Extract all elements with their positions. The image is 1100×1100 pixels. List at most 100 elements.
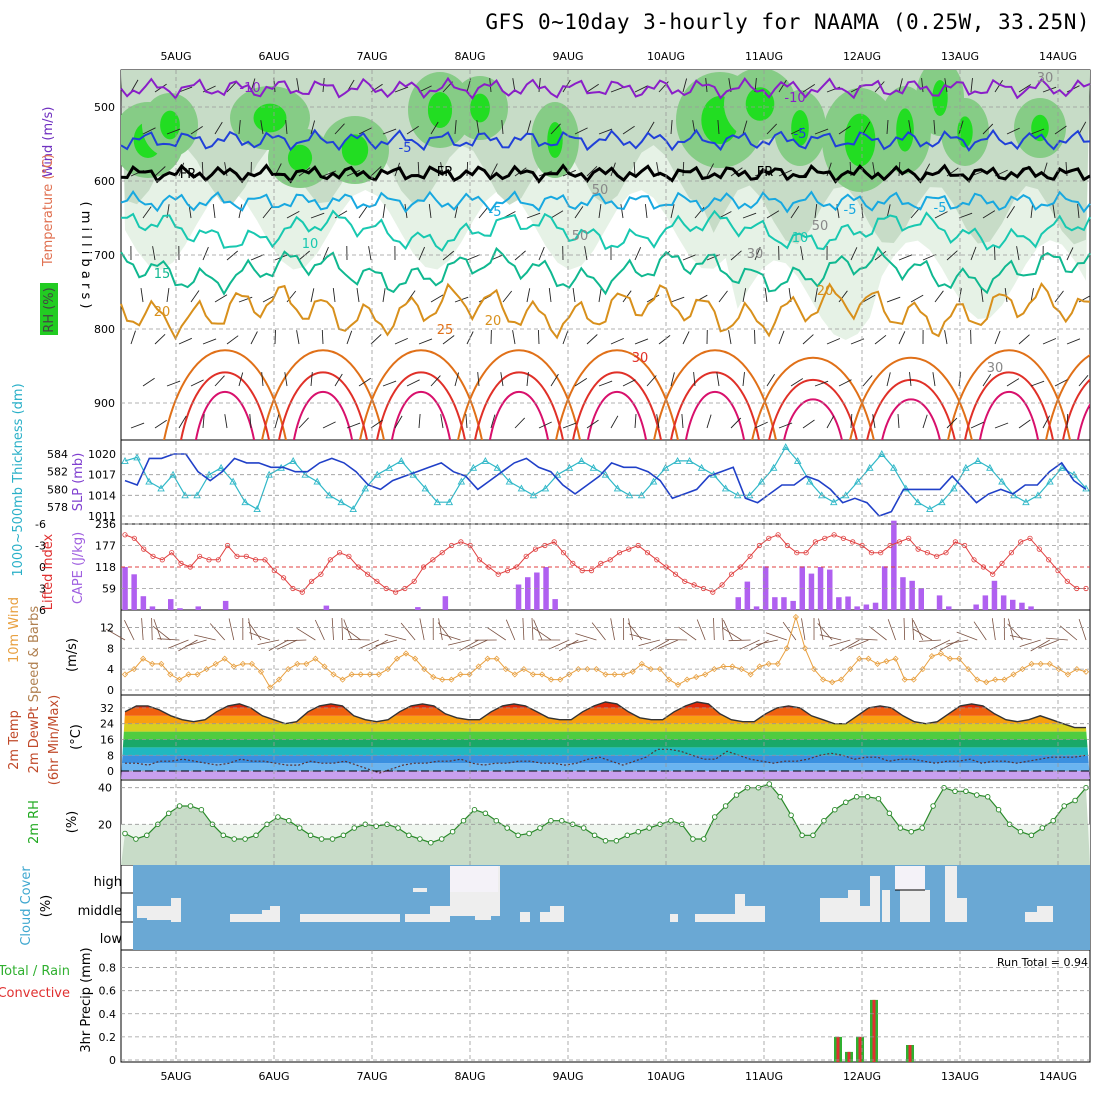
wind-barb-10m: [818, 618, 824, 641]
wind-barb: [214, 375, 225, 387]
rh-high-blob: [253, 103, 287, 133]
slp-point: [1046, 477, 1054, 485]
wind-barb: [224, 162, 228, 177]
rh-axis-label: RH (%): [42, 287, 57, 332]
cape-bar: [982, 595, 989, 610]
rh-legend-swatch: [40, 283, 58, 335]
lifted-index-point: [971, 557, 977, 563]
wind-barb: [994, 245, 996, 261]
wind-barb: [908, 120, 912, 135]
temp-band: [121, 707, 1090, 716]
wind-barb: [620, 204, 624, 219]
lifted-index-tick: -6: [35, 518, 46, 531]
rh-tick: 20: [98, 818, 112, 831]
rh-point: [373, 823, 379, 829]
wind-barb: [261, 372, 264, 387]
slp-point: [914, 498, 922, 506]
wind-barb-10m: [368, 639, 389, 652]
slp-point: [805, 477, 814, 485]
slp-point: [769, 463, 778, 471]
isotherm-diurnal-arch: [261, 349, 385, 440]
wind-speed-point: [774, 660, 781, 667]
wind-speed-point: [493, 655, 500, 662]
precip-tick: 0.4: [99, 1008, 117, 1021]
cape-bar: [177, 608, 183, 610]
lifted-index-point: [532, 546, 539, 552]
wind-barb: [872, 414, 876, 429]
date-label-top: 8AUG: [454, 50, 485, 63]
wind-barb: [178, 162, 185, 177]
lifted-index-point: [868, 550, 875, 556]
lifted-index-point: [840, 535, 847, 541]
wind-barb: [1030, 380, 1045, 387]
wind-barb: [754, 329, 756, 345]
wind-barb: [778, 330, 785, 345]
wind-barb: [778, 169, 792, 177]
cape-bar: [1028, 606, 1034, 610]
rh-point: [482, 810, 489, 817]
wind-barb: [586, 165, 598, 177]
lifted-index-point: [598, 560, 604, 567]
wind-speed-point: [874, 660, 881, 667]
cape-bar: [863, 604, 870, 610]
wind-barb: [250, 331, 258, 345]
wind-barb: [598, 380, 613, 387]
rh-point: [864, 794, 871, 800]
wind-barb: [682, 254, 697, 261]
rh-high-blob: [427, 92, 453, 128]
wind-barb: [670, 204, 675, 219]
rh-point: [952, 788, 958, 795]
wind-barb: [1054, 290, 1064, 303]
wind-barb: [430, 121, 439, 135]
cloud-block: [262, 910, 270, 922]
wind-barb: [838, 379, 852, 387]
wind-barb: [610, 337, 624, 345]
wind-speed-point: [285, 666, 292, 673]
wind-barb: [850, 413, 853, 429]
rh-point: [198, 806, 205, 813]
cape-bar: [515, 584, 522, 610]
wind-barb: [717, 119, 720, 135]
wind-barb: [430, 375, 441, 387]
wind-barb: [1052, 204, 1056, 219]
rh-point: [253, 832, 259, 839]
slp-point: [697, 463, 706, 471]
wind-barb: [274, 329, 276, 345]
slp-point: [361, 484, 370, 492]
date-label-top: 7AUG: [356, 50, 387, 63]
wind-barb: [322, 170, 337, 177]
rh-shading: [121, 70, 1090, 440]
wind-barb: [814, 128, 829, 135]
wind-barb-10m: [419, 618, 425, 641]
isotherm-diurnal-arch: [457, 349, 581, 440]
date-label-top: 14AUG: [1039, 50, 1077, 63]
wind-speed-point: [257, 668, 265, 675]
cloud-block: [745, 906, 765, 922]
wind-barb: [921, 78, 924, 93]
slp-axis-label: SLP (mb): [71, 453, 86, 512]
wind-barb: [406, 125, 419, 135]
isotherm-label: 15: [154, 267, 171, 282]
lifted-index-point: [644, 550, 651, 556]
wind-barb: [922, 254, 937, 261]
isotherm-diurnal-arch: [783, 398, 843, 440]
cape-bar: [891, 520, 897, 610]
temp-tick: 24: [100, 718, 114, 731]
wind-speed-point: [212, 660, 219, 667]
wind-speed-point: [1046, 660, 1053, 667]
rh-point: [515, 832, 521, 839]
wind-barb: [394, 86, 409, 93]
lifted-index-point: [915, 546, 921, 552]
rh2m-axis-label: 2m RH: [27, 800, 42, 844]
wind-barb: [944, 330, 948, 345]
lifted-index-point: [197, 553, 203, 559]
wind-barb: [1030, 288, 1034, 303]
lifted-index-point: [924, 550, 931, 556]
rh-point: [668, 817, 674, 824]
lifted-index-point: [1036, 546, 1042, 552]
precip-tick: 0.2: [99, 1031, 117, 1044]
isotherm-diurnal-arch: [866, 378, 956, 440]
wind-barb: [370, 166, 382, 177]
wind-barb-10m: [887, 619, 896, 641]
temp-tick: 0: [107, 765, 114, 778]
